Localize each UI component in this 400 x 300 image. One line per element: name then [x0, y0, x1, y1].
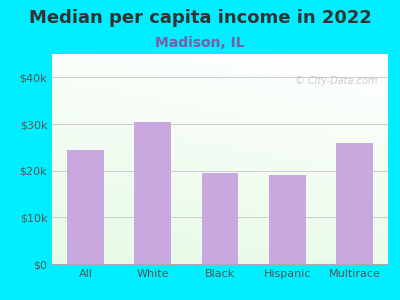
Bar	[336, 143, 373, 264]
Text: Median per capita income in 2022: Median per capita income in 2022	[28, 9, 372, 27]
Bar	[269, 175, 306, 264]
Bar	[202, 173, 238, 264]
Bar	[134, 122, 171, 264]
Text: © City-Data.com: © City-Data.com	[296, 76, 378, 86]
Bar	[67, 150, 104, 264]
Text: Madison, IL: Madison, IL	[155, 36, 245, 50]
